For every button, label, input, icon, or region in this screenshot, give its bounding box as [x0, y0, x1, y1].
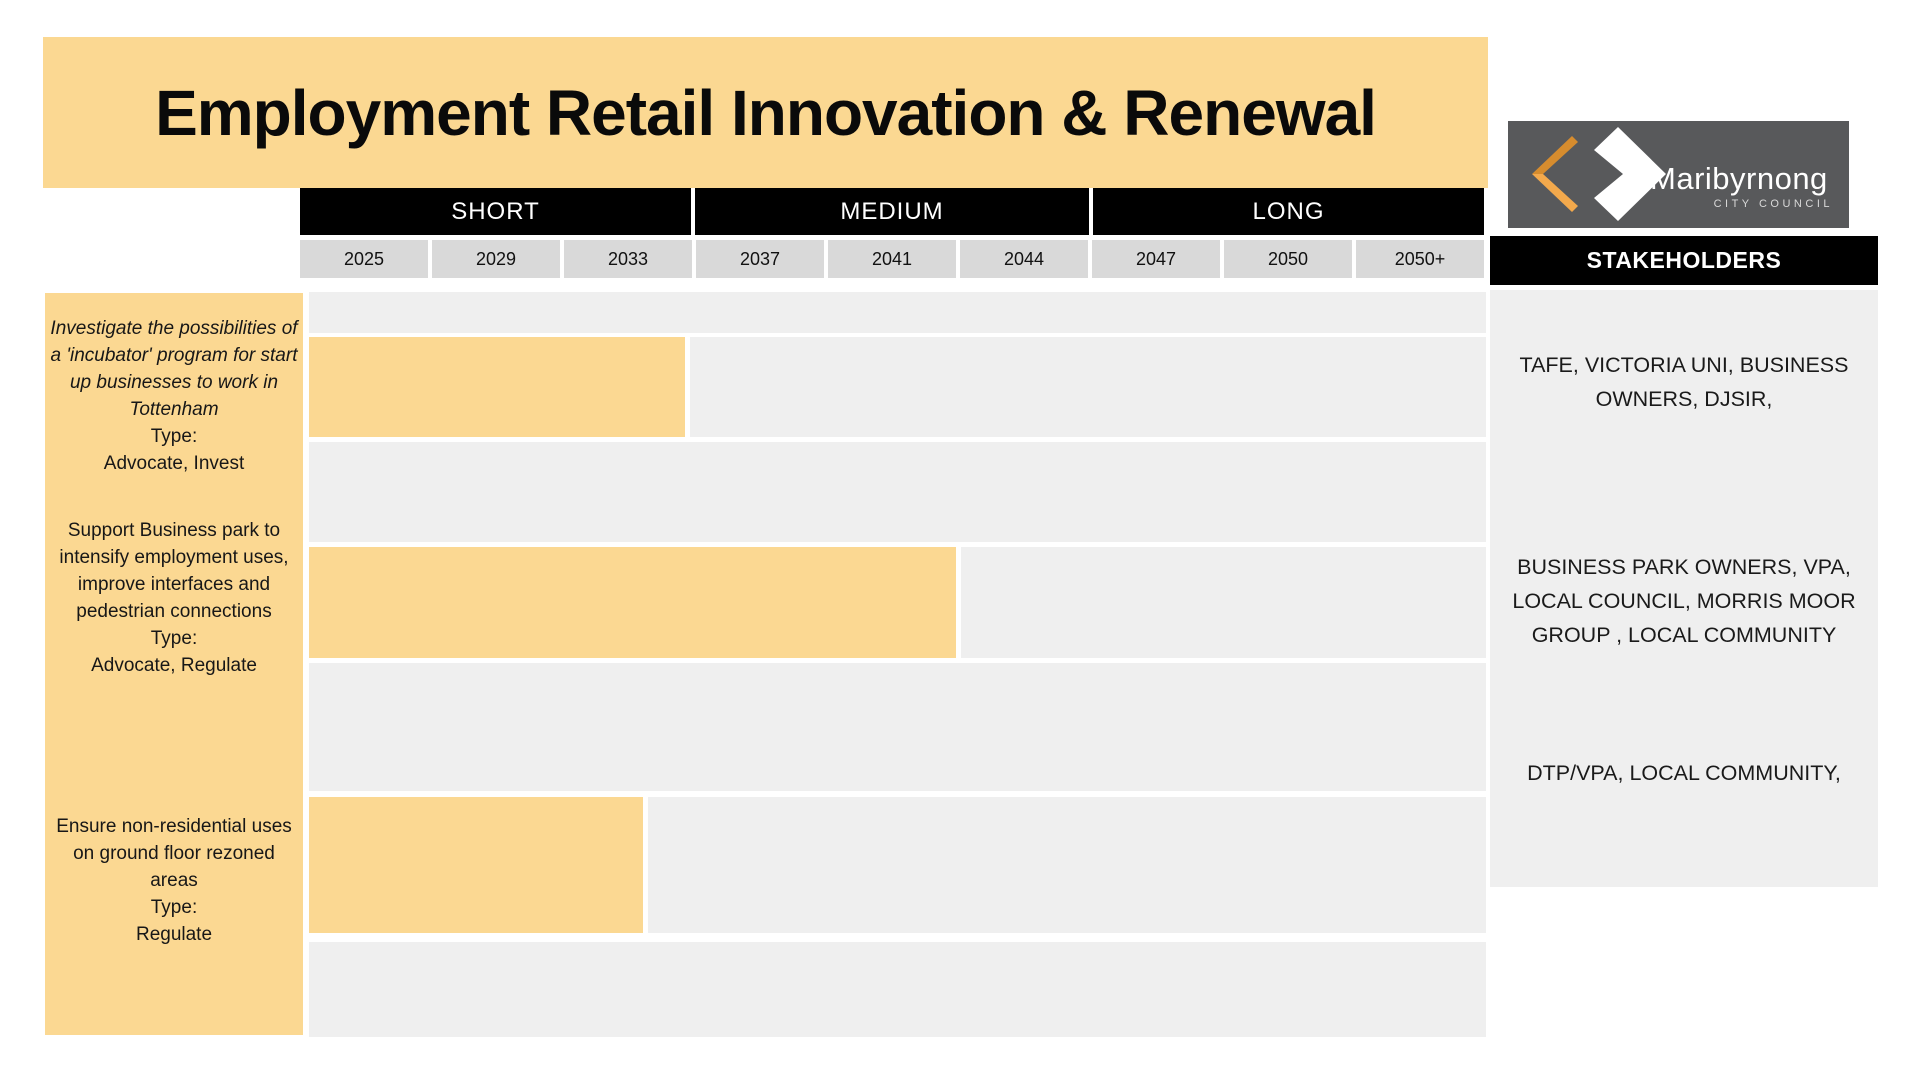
year-cell: 2033 [564, 240, 692, 278]
row-track-spacer-3 [309, 663, 1486, 791]
page-title: Employment Retail Innovation & Renewal [43, 37, 1488, 188]
year-cell: 2041 [828, 240, 956, 278]
action-block-2: Support Business park to intensify emplo… [49, 517, 299, 679]
action-type-label: Type: [150, 426, 198, 447]
logo-subtitle: CITY COUNCIL [1713, 198, 1833, 210]
action-text: Support Business park to intensify emplo… [59, 520, 289, 622]
action-block-1: Investigate the possibilities of a 'incu… [49, 315, 299, 477]
council-logo: Maribyrnong CITY COUNCIL [1508, 121, 1849, 228]
year-cell: 2044 [960, 240, 1088, 278]
action-type-label: Type: [150, 628, 198, 649]
action-text: Investigate the possibilities of a 'incu… [50, 318, 298, 420]
action-block-3: Ensure non-residential uses on ground fl… [49, 813, 299, 948]
period-header-long: LONG [1093, 188, 1484, 235]
gantt-bar-incubator-program [309, 337, 690, 437]
stakeholder-entry-3: DTP/VPA, LOCAL COMMUNITY, [1527, 761, 1841, 785]
row-track-spacer-top [309, 292, 1486, 333]
year-cell: 2029 [432, 240, 560, 278]
action-text: Ensure non-residential uses on ground fl… [56, 816, 292, 891]
gantt-bar-business-park [309, 547, 961, 658]
stakeholder-entry-1: TAFE, VICTORIA UNI, BUSINESS OWNERS, DJS… [1519, 353, 1849, 411]
year-cell: 2047 [1092, 240, 1220, 278]
year-cell: 2025 [300, 240, 428, 278]
year-cell: 2050+ [1356, 240, 1484, 278]
logo-diamond-shape [1594, 127, 1666, 221]
action-type-value: Regulate [135, 924, 213, 945]
action-type-value: Advocate, Regulate [91, 655, 257, 676]
stakeholders-header: STAKEHOLDERS [1490, 236, 1878, 285]
logo-chevron-top [1532, 136, 1578, 174]
year-cell: 2050 [1224, 240, 1352, 278]
period-header-short: SHORT [300, 188, 691, 235]
action-type-value: Advocate, Invest [103, 453, 245, 474]
year-cell: 2037 [696, 240, 824, 278]
stakeholders-panel: TAFE, VICTORIA UNI, BUSINESS OWNERS, DJS… [1490, 290, 1878, 887]
gantt-bar-non-residential-uses [309, 797, 648, 933]
logo-name: Maribyrnong [1650, 161, 1828, 196]
action-type-label: Type: [150, 897, 198, 918]
actions-column: Investigate the possibilities of a 'incu… [45, 293, 303, 1035]
row-track-spacer-bottom [309, 942, 1486, 1037]
stakeholder-entry-2: BUSINESS PARK OWNERS, VPA, LOCAL COUNCIL… [1512, 555, 1856, 647]
maribyrnong-logo-icon [1532, 127, 1666, 221]
logo-chevron-bottom [1532, 174, 1578, 212]
period-header-medium: MEDIUM [695, 188, 1089, 235]
row-track-spacer-2 [309, 442, 1486, 542]
